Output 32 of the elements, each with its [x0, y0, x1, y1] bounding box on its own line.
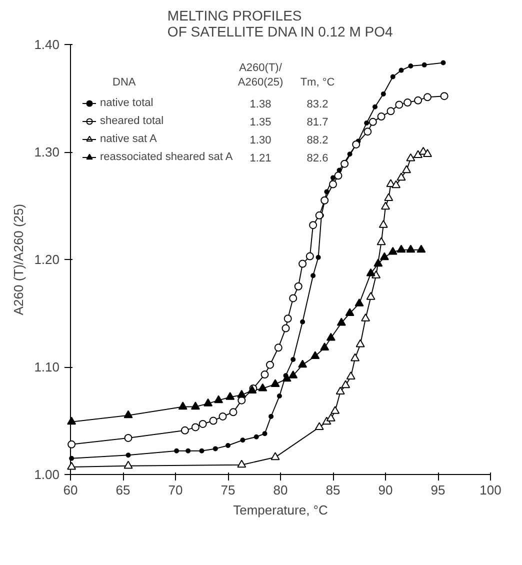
- legend-label: sheared total: [100, 114, 164, 129]
- legend-label: native sat A: [100, 132, 157, 147]
- x-tick-label: 75: [220, 482, 236, 498]
- y-tick-label: 1.20: [34, 252, 60, 267]
- x-axis-title: Temperature, °C: [233, 502, 328, 518]
- annotation: 83.2: [306, 98, 328, 110]
- x-tick-label: 85: [326, 482, 340, 498]
- chart-title: MELTING PROFILES OF SATELLITE DNA IN 0.12 M PO4: [167, 8, 394, 40]
- annotation: 1.21: [250, 152, 272, 164]
- legend-label: native total: [100, 96, 154, 111]
- y-tick-label: 1.10: [34, 360, 60, 374]
- x-tick-label: 100: [480, 482, 502, 498]
- legend-label: reassociated sheared sat A: [100, 150, 233, 165]
- x-tick-label: 80: [273, 482, 288, 498]
- x-tick-label: 90: [378, 482, 393, 498]
- x-tick-label: 65: [116, 482, 130, 498]
- annotation: A260(T)/ A260(25): [238, 62, 284, 88]
- y-tick-label: 1.40: [34, 37, 60, 52]
- y-tick-label: 1.00: [34, 467, 60, 482]
- annotation: 1.38: [250, 98, 272, 110]
- x-tick-label: 70: [168, 482, 183, 498]
- y-tick-label: 1.30: [34, 144, 60, 160]
- x-tick-label: 95: [430, 482, 446, 498]
- x-tick-label: 60: [63, 482, 78, 498]
- annotation: Tm, °C: [300, 76, 335, 88]
- annotation: 1.35: [250, 116, 272, 128]
- annotation: DNA: [112, 76, 136, 88]
- annotation: 81.7: [306, 116, 328, 128]
- annotation: 82.6: [306, 152, 328, 164]
- annotation: 1.30: [250, 134, 272, 146]
- y-axis-title: A260 (T)/A260 (25): [11, 204, 26, 316]
- annotation: 88.2: [306, 134, 328, 146]
